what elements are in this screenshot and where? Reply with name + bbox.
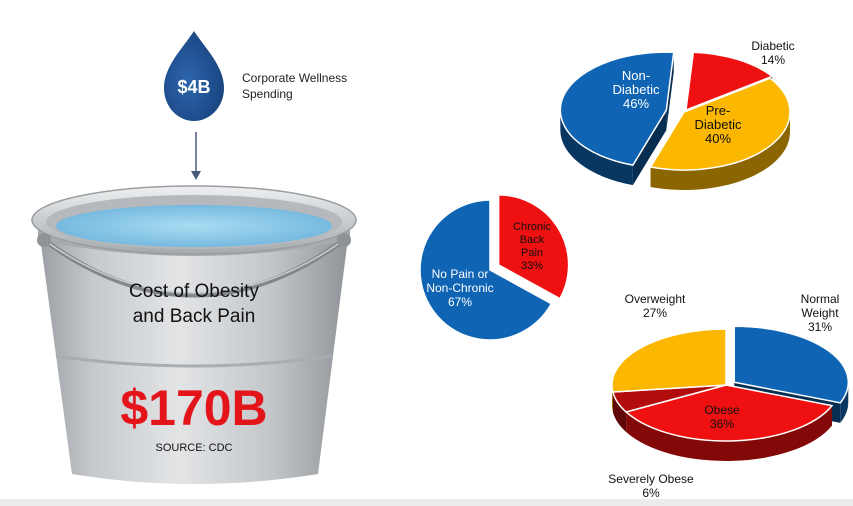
handle-lug-right xyxy=(337,233,351,247)
weight-pie-chart: Normal Weight 31% Obese 36% Severely Obese 6% O… xyxy=(608,292,850,500)
pie-slice-side xyxy=(626,405,832,461)
bottom-rule xyxy=(0,499,853,506)
drop-caption-line2: Spending xyxy=(242,87,293,101)
pie-slice-side xyxy=(560,110,633,186)
pie-slice-obese xyxy=(624,384,834,442)
bucket-body xyxy=(38,222,350,484)
bucket-amount: $170B xyxy=(120,380,267,436)
pie-slice-label: Pre-Diabetic 40% xyxy=(695,103,742,146)
bucket-title-line1: Cost of Obesity xyxy=(129,281,259,302)
pie-slice-cut xyxy=(632,110,667,186)
pie-slice-label: Normal Weight 31% xyxy=(801,292,840,334)
handle-lug-left xyxy=(37,233,51,247)
pie-slice-label: Diabetic 14% xyxy=(751,39,794,67)
wellness-drop: $4B Corporate Wellness Spending xyxy=(164,31,347,121)
pie-slice-normal xyxy=(733,325,850,404)
bucket-water xyxy=(56,205,332,247)
pie-slice-pre xyxy=(649,77,791,171)
cost-bucket: Cost of Obesity and Back Pain $170B SOUR… xyxy=(31,185,357,484)
pie-slice-label: Obese 36% xyxy=(704,403,740,431)
pie-slice-non xyxy=(559,51,675,166)
pie-slice-no-pain-or xyxy=(419,199,553,341)
pie-slice-overweight xyxy=(611,328,727,393)
pie-slice-label: Severely Obese 6% xyxy=(608,472,694,500)
drop-caption-line1: Corporate Wellness xyxy=(242,71,347,85)
pie-slice-label: Non-Diabetic 46% xyxy=(613,68,660,111)
bucket-source: SOURCE: CDC xyxy=(155,442,232,454)
down-arrow-icon xyxy=(191,132,201,180)
pie-slice-side xyxy=(612,392,627,432)
back-pain-pie-chart: Chronic Back Pain 33% No Pain or Non-Chronic 6… xyxy=(419,194,570,341)
pie-slice-label: No Pain or Non-Chronic 67% xyxy=(426,267,493,309)
pie-slice-chronic xyxy=(497,194,570,300)
pie-slice-side xyxy=(840,382,849,423)
pie-slice-diabetic xyxy=(685,51,774,112)
pie-slice-label: Chronic Back Pain 33% xyxy=(513,221,551,272)
bucket-title-line2: and Back Pain xyxy=(133,306,256,327)
drop-amount: $4B xyxy=(177,77,210,97)
pie-slice-label: Overweight 27% xyxy=(625,292,686,320)
diabetes-pie-chart: Diabetic 14% Pre-Diabetic 40% Non-Diabetic 46… xyxy=(559,39,795,190)
water-drop-icon xyxy=(164,31,224,121)
